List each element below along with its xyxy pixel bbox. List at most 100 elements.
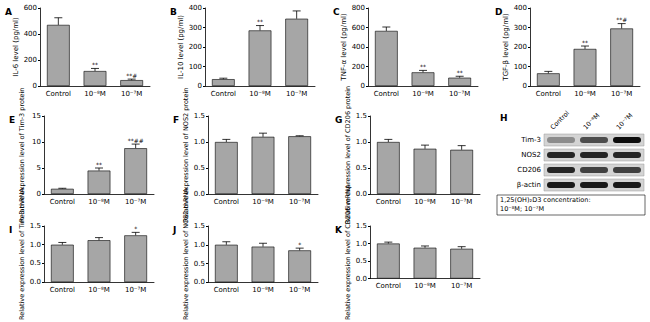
svg-text:1.0: 1.0 [30, 241, 41, 249]
svg-text:Control: Control [376, 198, 401, 206]
svg-text:1.0: 1.0 [194, 241, 205, 249]
svg-text:0.5: 0.5 [194, 164, 205, 172]
svg-text:B: B [170, 7, 177, 17]
svg-text:Control: Control [50, 286, 75, 294]
svg-text:0.5: 0.5 [356, 257, 367, 265]
svg-text:**##: **## [128, 137, 144, 144]
svg-text:10⁻⁸M: 10⁻⁸M [414, 198, 435, 206]
svg-text:1.0: 1.0 [194, 138, 205, 146]
svg-text:Relative expression level of T: Relative expression level of Tim-3 mRNA [18, 188, 26, 320]
svg-text:10⁻⁸M: 10⁻⁸M [88, 286, 109, 294]
svg-text:G: G [335, 115, 342, 125]
svg-text:1.5: 1.5 [356, 112, 367, 120]
svg-text:200: 200 [189, 43, 202, 51]
svg-text:100: 100 [189, 63, 202, 71]
svg-text:10⁻⁷M: 10⁻⁷M [289, 198, 310, 206]
svg-text:Control: Control [376, 282, 401, 290]
svg-text:I: I [9, 225, 12, 235]
svg-text:Control: Control [214, 286, 239, 294]
svg-text:10⁻⁸M: 10⁻⁸M [84, 90, 105, 98]
svg-text:10⁻⁷M: 10⁻⁷M [451, 282, 472, 290]
svg-text:Relative expression level of C: Relative expression level of CD206 mRNA [344, 184, 352, 320]
svg-text:D: D [495, 7, 502, 17]
svg-text:IL-10 level (pg/ml): IL-10 level (pg/ml) [177, 15, 185, 79]
svg-text:1.5: 1.5 [356, 222, 367, 230]
svg-text:10⁻⁸M: 10⁻⁸M [414, 282, 435, 290]
svg-text:10⁻⁷M: 10⁻⁷M [611, 90, 632, 98]
svg-text:10⁻⁸M: 10⁻⁸M [582, 112, 602, 132]
svg-text:5: 5 [37, 164, 41, 172]
svg-text:1.0: 1.0 [356, 240, 367, 248]
svg-text:1,25(OH)₂D3 concentration:: 1,25(OH)₂D3 concentration: [500, 196, 591, 204]
svg-text:0: 0 [37, 190, 41, 198]
svg-text:Control: Control [549, 109, 571, 131]
svg-text:Control: Control [46, 90, 71, 98]
svg-text:10⁻⁸M; 10⁻⁷M: 10⁻⁸M; 10⁻⁷M [500, 205, 544, 213]
svg-text:E: E [9, 115, 15, 125]
svg-text:K: K [335, 225, 343, 235]
svg-text:15: 15 [32, 112, 41, 120]
svg-text:10⁻⁸M: 10⁻⁸M [88, 198, 109, 206]
svg-text:400: 400 [514, 4, 527, 12]
svg-text:IL-6 level (pg/ml): IL-6 level (pg/ml) [12, 17, 20, 77]
svg-text:10⁻⁷M: 10⁻⁷M [451, 198, 472, 206]
svg-text:0.0: 0.0 [356, 190, 367, 198]
svg-text:0: 0 [361, 82, 365, 90]
svg-text:10⁻⁸M: 10⁻⁸M [249, 90, 270, 98]
svg-text:10⁻⁸M: 10⁻⁸M [252, 286, 273, 294]
svg-text:*: * [298, 241, 301, 248]
svg-text:F: F [173, 115, 179, 125]
svg-text:1.5: 1.5 [30, 222, 41, 230]
svg-text:**: ** [420, 63, 426, 70]
svg-text:Control: Control [214, 198, 239, 206]
svg-text:10⁻⁷M: 10⁻⁷M [121, 90, 142, 98]
svg-text:**#: **# [616, 16, 627, 23]
svg-text:NOS2: NOS2 [521, 151, 541, 159]
svg-text:0.0: 0.0 [194, 190, 205, 198]
svg-text:C: C [333, 7, 340, 17]
svg-text:10⁻⁷M: 10⁻⁷M [125, 286, 146, 294]
svg-text:0.0: 0.0 [194, 278, 205, 286]
svg-text:10⁻⁸M: 10⁻⁸M [412, 90, 433, 98]
svg-text:A: A [5, 7, 12, 17]
svg-text:0: 0 [198, 82, 202, 90]
svg-text:10⁻⁸M: 10⁻⁸M [252, 198, 273, 206]
svg-text:H: H [500, 113, 508, 123]
svg-text:Control: Control [536, 90, 561, 98]
svg-text:**: ** [582, 39, 588, 46]
svg-text:0.0: 0.0 [356, 275, 367, 283]
svg-text:400: 400 [189, 4, 202, 12]
svg-text:Control: Control [211, 90, 236, 98]
svg-text:600: 600 [24, 4, 37, 12]
svg-text:TGF-β level (pg/ml): TGF-β level (pg/ml) [502, 13, 510, 82]
svg-text:**: ** [92, 61, 98, 68]
svg-text:10⁻⁷M: 10⁻⁷M [449, 90, 470, 98]
svg-text:*: * [134, 225, 137, 232]
svg-text:TNF-α level (pg/ml): TNF-α level (pg/ml) [340, 13, 348, 82]
svg-text:0.5: 0.5 [194, 260, 205, 268]
svg-text:200: 200 [24, 56, 37, 64]
svg-text:0: 0 [523, 82, 527, 90]
svg-text:300: 300 [189, 24, 202, 32]
svg-text:J: J [172, 225, 176, 235]
svg-text:0.5: 0.5 [30, 259, 41, 267]
svg-text:CD206: CD206 [517, 166, 541, 174]
svg-text:10⁻⁸M: 10⁻⁸M [574, 90, 595, 98]
svg-text:10⁻⁷M: 10⁻⁷M [286, 90, 307, 98]
svg-text:Control: Control [50, 198, 75, 206]
svg-text:Control: Control [374, 90, 399, 98]
svg-text:100: 100 [514, 63, 527, 71]
svg-text:β-actin: β-actin [517, 181, 541, 189]
svg-text:200: 200 [352, 63, 365, 71]
svg-text:1.5: 1.5 [194, 222, 205, 230]
svg-text:0.0: 0.0 [30, 278, 41, 286]
svg-text:0: 0 [33, 82, 37, 90]
svg-text:**: ** [96, 161, 102, 168]
svg-text:**: ** [294, 3, 300, 10]
svg-text:10⁻⁷M: 10⁻⁷M [125, 198, 146, 206]
svg-text:800: 800 [352, 4, 365, 12]
svg-text:**#: **# [126, 72, 137, 79]
svg-text:Tim-3: Tim-3 [520, 136, 541, 144]
svg-text:10⁻⁷M: 10⁻⁷M [289, 286, 310, 294]
svg-text:10⁻⁷M: 10⁻⁷M [615, 112, 635, 132]
